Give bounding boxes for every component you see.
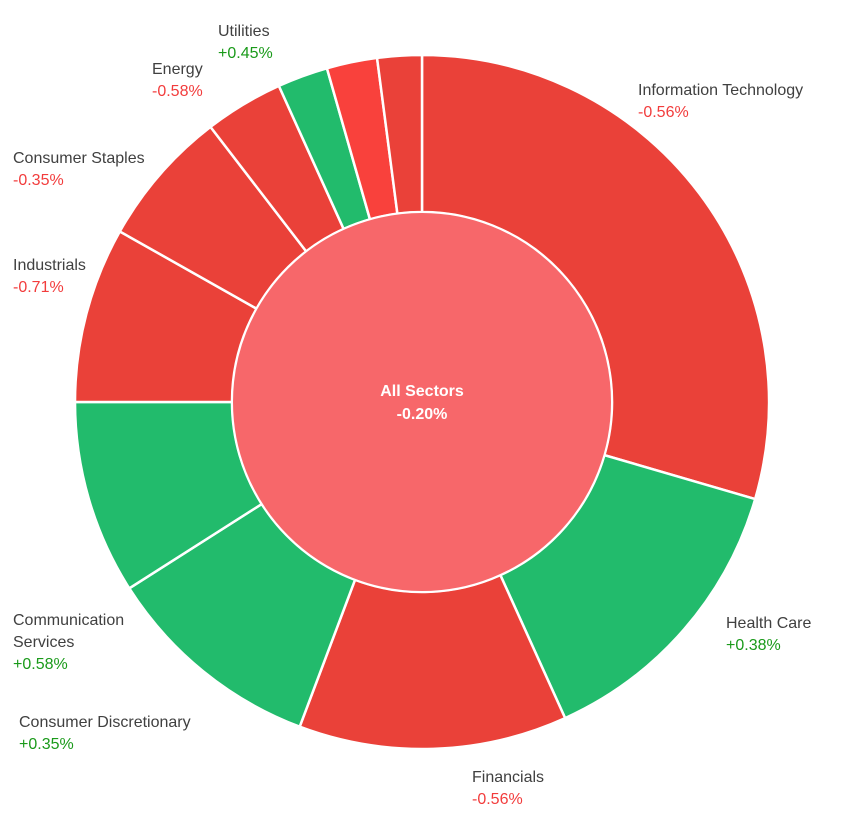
change-utilities: +0.45% [218,45,273,62]
label-consumer-discretionary: Consumer Discretionary [19,714,191,731]
change-industrials: -0.71% [13,279,64,296]
label-health-care: Health Care [726,615,811,632]
label-utilities: Utilities [218,23,270,40]
label-communication-services: Communication Services [13,612,124,651]
label-information-technology: Information Technology [638,82,803,99]
label-industrials: Industrials [13,257,86,274]
labels-group: Information Technology -0.56% Health Care +… [13,23,811,808]
center-disc [231,211,613,593]
center-change: -0.20% [397,406,448,423]
change-energy: -0.58% [152,83,203,100]
change-consumer-staples: -0.35% [13,172,64,189]
label-consumer-staples: Consumer Staples [13,150,145,167]
change-consumer-discretionary: +0.35% [19,736,74,753]
center-label: All Sectors [380,383,464,400]
change-health-care: +0.38% [726,637,781,654]
label-energy: Energy [152,61,203,78]
change-information-technology: -0.56% [638,104,689,121]
label-financials: Financials [472,769,544,786]
slices-group [73,53,771,751]
change-communication-services: +0.58% [13,656,68,673]
change-financials: -0.56% [472,791,523,808]
